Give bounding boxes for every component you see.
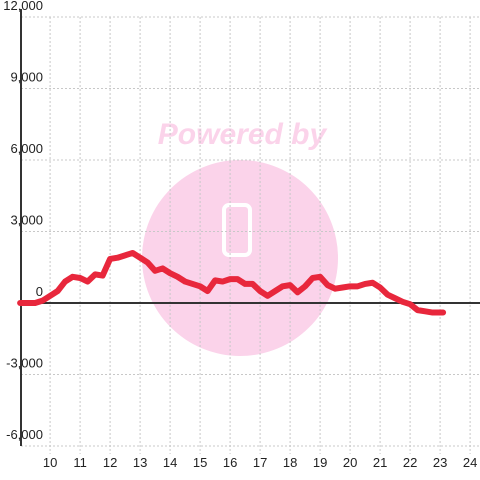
grid: [21, 16, 480, 454]
x-tick-label: 21: [373, 455, 387, 470]
x-tick-label: 18: [283, 455, 297, 470]
x-tick-label: 10: [43, 455, 57, 470]
x-tick-label: 13: [133, 455, 147, 470]
plot: [17, 249, 447, 316]
x-tick-label: 19: [313, 455, 327, 470]
y-tick-label: -3,000: [6, 356, 43, 371]
x-tick-label: 11: [73, 455, 87, 470]
x-tick-label: 12: [103, 455, 117, 470]
y-tick-label: 0: [36, 284, 43, 299]
y-tick-label: 3,000: [10, 213, 43, 228]
x-tick-label: 22: [403, 455, 417, 470]
y-tick-label: 9,000: [10, 70, 43, 85]
x-tick-label: 24: [463, 455, 477, 470]
y-tick-label: 12,000: [3, 0, 43, 13]
y-tick-label: 6,000: [10, 141, 43, 156]
x-tick-label: 16: [223, 455, 237, 470]
watermark-icon: [222, 203, 252, 257]
x-tick-label: 23: [433, 455, 447, 470]
series-line: [17, 249, 447, 316]
x-tick-label: 14: [163, 455, 177, 470]
watermark-logo: [142, 160, 338, 356]
x-tick-label: 15: [193, 455, 207, 470]
y-tick-label: -6,000: [6, 427, 43, 442]
x-tick-label: 20: [343, 455, 357, 470]
watermark-text: Powered by: [158, 118, 328, 151]
x-tick-label: 17: [253, 455, 267, 470]
